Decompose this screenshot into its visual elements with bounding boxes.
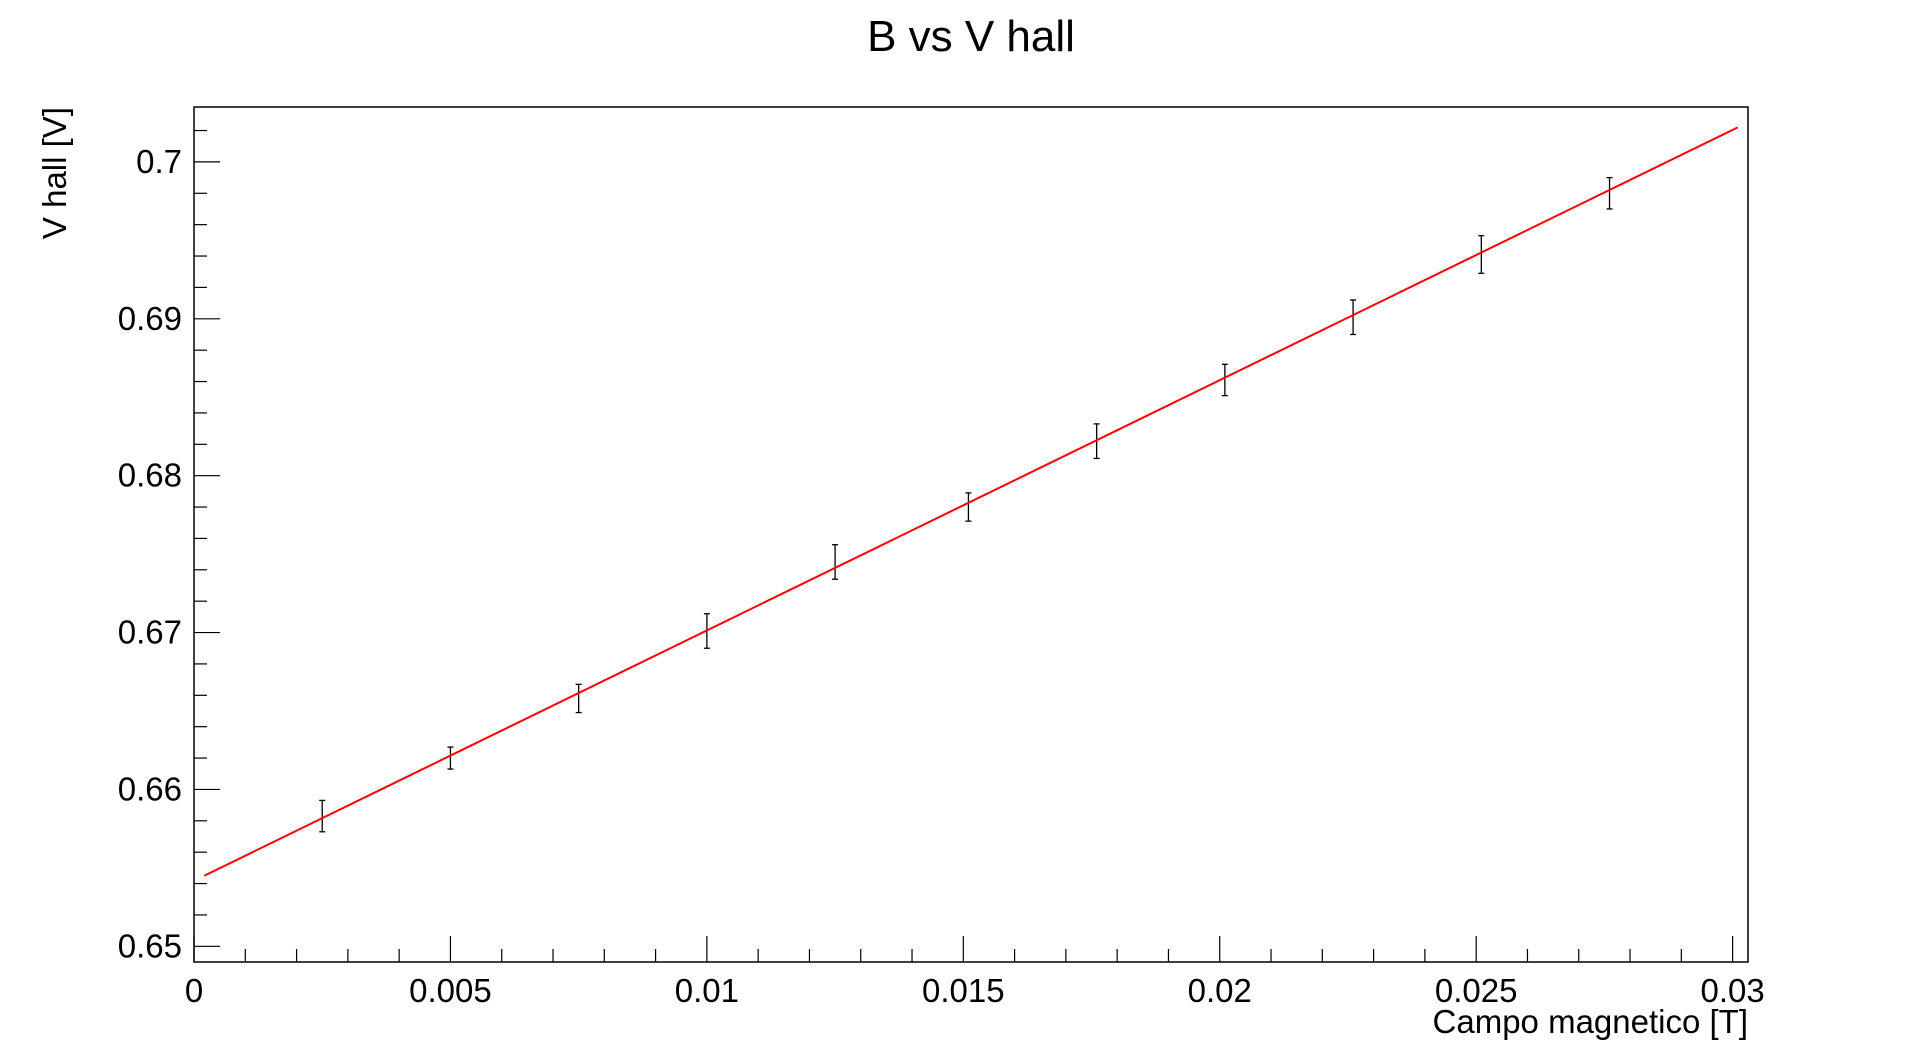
data-point bbox=[1478, 234, 1485, 274]
y-axis-ticks bbox=[194, 129, 220, 947]
x-axis-tick-labels: 0 0.005 0.01 0.015 0.02 0.025 0.03 bbox=[185, 972, 1765, 1009]
x-axis-ticks bbox=[193, 936, 1734, 962]
y-axis-title: V hall [V] bbox=[36, 107, 73, 239]
y-tick-label: 0.67 bbox=[118, 614, 182, 651]
x-tick-label: 0.02 bbox=[1188, 972, 1252, 1009]
x-tick-label: 0.005 bbox=[409, 972, 492, 1009]
y-tick-label: 0.68 bbox=[118, 457, 182, 494]
data-point bbox=[832, 544, 839, 580]
x-tick-label: 0.01 bbox=[675, 972, 739, 1009]
y-tick-label: 0.65 bbox=[118, 927, 182, 964]
x-tick-label: 0.015 bbox=[922, 972, 1005, 1009]
chart-title: B vs V hall bbox=[867, 12, 1075, 61]
y-tick-label: 0.69 bbox=[118, 300, 182, 337]
x-tick-label: 0.03 bbox=[1700, 972, 1764, 1009]
x-tick-label: 0.025 bbox=[1435, 972, 1518, 1009]
series-layer bbox=[203, 126, 1739, 877]
data-point bbox=[1606, 176, 1613, 210]
x-axis-title: Campo magnetico [T] bbox=[1433, 1003, 1748, 1040]
x-tick-label: 0 bbox=[185, 972, 203, 1009]
data-point bbox=[447, 746, 454, 770]
data-point bbox=[965, 492, 972, 522]
data-point bbox=[1350, 299, 1357, 336]
y-tick-label: 0.7 bbox=[136, 143, 182, 180]
y-tick-label: 0.66 bbox=[118, 770, 182, 807]
plot-frame bbox=[193, 106, 1749, 963]
y-axis-tick-labels: 0.65 0.66 0.67 0.68 0.69 0.7 bbox=[118, 143, 182, 964]
data-point bbox=[319, 799, 326, 833]
data-point bbox=[575, 683, 582, 714]
data-point bbox=[1221, 363, 1228, 397]
fit-line bbox=[203, 126, 1739, 877]
